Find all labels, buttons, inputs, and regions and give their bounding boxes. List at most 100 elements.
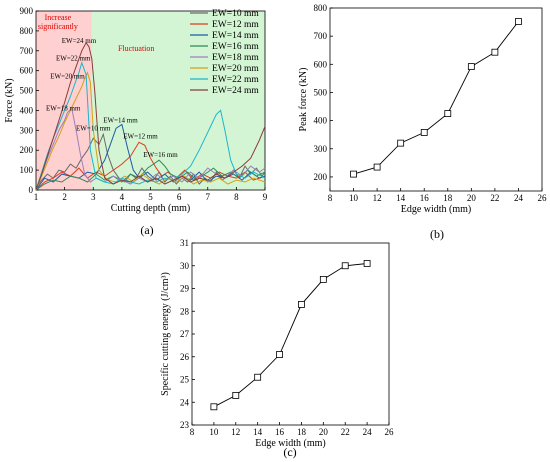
y-axis-label: Specific cutting energy (J/cm³) [160,272,171,396]
x-axis-label: Edge width (mm) [401,204,472,215]
y-tick-label: 200 [314,172,328,182]
x-tick-label: 16 [420,193,430,203]
y-tick-label: 300 [314,144,328,154]
y-tick-label: 29 [180,284,190,294]
region-label: significantly [38,22,78,31]
data-point [232,392,240,399]
y-tick-label: 600 [20,66,34,76]
y-tick-label: 900 [20,6,34,16]
annotation: EW=14 mm [103,116,138,124]
annotation: EW=18 mm [46,104,81,112]
x-tick-label: 8 [234,192,239,202]
x-tick-label: 6 [177,192,182,202]
x-tick-label: 5 [148,192,153,202]
annotation: EW=10 mm [76,124,111,132]
data-point [444,110,452,117]
series-line [35,61,266,191]
x-tick-label: 8 [190,427,195,437]
y-axis-label: Force (kN) [4,78,15,122]
legend-label: EW=16 mm [212,42,259,52]
y-axis-label: Peak force (kN) [298,68,309,132]
panel-label: (a) [140,223,153,237]
data-point [254,373,262,381]
x-tick-label: 16 [275,427,285,437]
region-label: Increase [45,13,72,22]
y-tick-label: 30 [180,261,190,271]
legend-label: EW=22 mm [212,75,259,85]
y-tick-label: 400 [20,105,34,115]
data-point [210,403,218,411]
x-tick-label: 12 [373,193,382,203]
region-label: Fluctuation [118,44,154,53]
legend-label: EW=10 mm [212,9,259,19]
y-tick-label: 400 [314,116,328,126]
y-tick-label: 100 [20,165,34,175]
x-tick-label: 1 [34,192,39,202]
legend-label: EW=20 mm [212,64,259,74]
x-tick-label: 24 [514,193,524,203]
y-tick-label: 28 [180,306,190,316]
data-point [341,262,349,270]
x-tick-label: 20 [467,193,477,203]
x-tick-label: 26 [385,427,395,437]
series-line [353,21,519,175]
y-tick-label: 26 [180,352,190,362]
y-tick-label: 27 [180,329,190,339]
y-tick-label: 500 [20,86,34,96]
data-point [319,275,327,283]
data-point [276,351,283,358]
x-tick-label: 18 [443,193,453,203]
series-line [35,71,266,191]
plot-frame [191,242,390,426]
x-tick-label: 12 [231,427,240,437]
y-tick-label: 500 [314,87,328,97]
data-point [467,63,475,70]
chart-c: 8 10 12 14 16 18 20 22 24 26 23 24 25 26 27 28 29 30 31 Edg… [160,238,394,459]
x-tick-label: 24 [363,427,373,437]
y-tick-label: 800 [314,3,328,13]
legend-label: EW=14 mm [212,31,259,41]
annotation: EW=12 mm [123,132,158,140]
x-tick-label: 18 [297,427,307,437]
x-axis-label: Edge width (mm) [255,438,326,449]
x-axis-label: Cutting depth (mm) [111,203,190,214]
annotation: EW=22 mm [56,55,91,63]
legend-label: EW=24 mm [212,86,259,96]
chart-b: 8 10 12 14 16 18 20 22 24 26 200 300 400 500 600 700 800… [298,3,547,241]
data-point [350,170,357,178]
panel-label: (c) [283,445,296,459]
x-tick-label: 9 [263,192,268,202]
x-tick-label: 22 [341,427,350,437]
x-tick-label: 3 [91,192,96,202]
y-tick-label: 200 [20,145,34,155]
series-line [35,141,266,191]
legend-label: EW=18 mm [212,53,259,63]
annotation: EW=20 mm [50,73,85,81]
x-tick-label: 10 [209,427,219,437]
data-point [420,129,428,136]
y-tick-label: 25 [180,375,190,385]
x-tick-label: 10 [349,193,359,203]
x-tick-label: 26 [538,193,548,203]
data-point [373,163,381,171]
data-point [363,260,371,267]
x-tick-label: 2 [62,192,67,202]
x-tick-label: 14 [396,193,406,203]
y-tick-label: 600 [314,59,328,69]
annotation: EW=24 mm [62,37,97,45]
annotation: EW=16 mm [143,151,178,159]
y-tick-label: 23 [180,420,190,430]
x-tick-label: 4 [120,192,125,202]
series-line [35,159,266,191]
data-point [491,48,499,56]
plot-frame [329,7,543,192]
y-tick-label: 300 [20,125,34,135]
y-tick-label: 0 [29,185,34,195]
x-tick-label: 20 [319,427,329,437]
x-tick-label: 14 [253,427,263,437]
data-point [515,18,522,25]
series-line [35,41,266,191]
data-point [397,139,405,147]
